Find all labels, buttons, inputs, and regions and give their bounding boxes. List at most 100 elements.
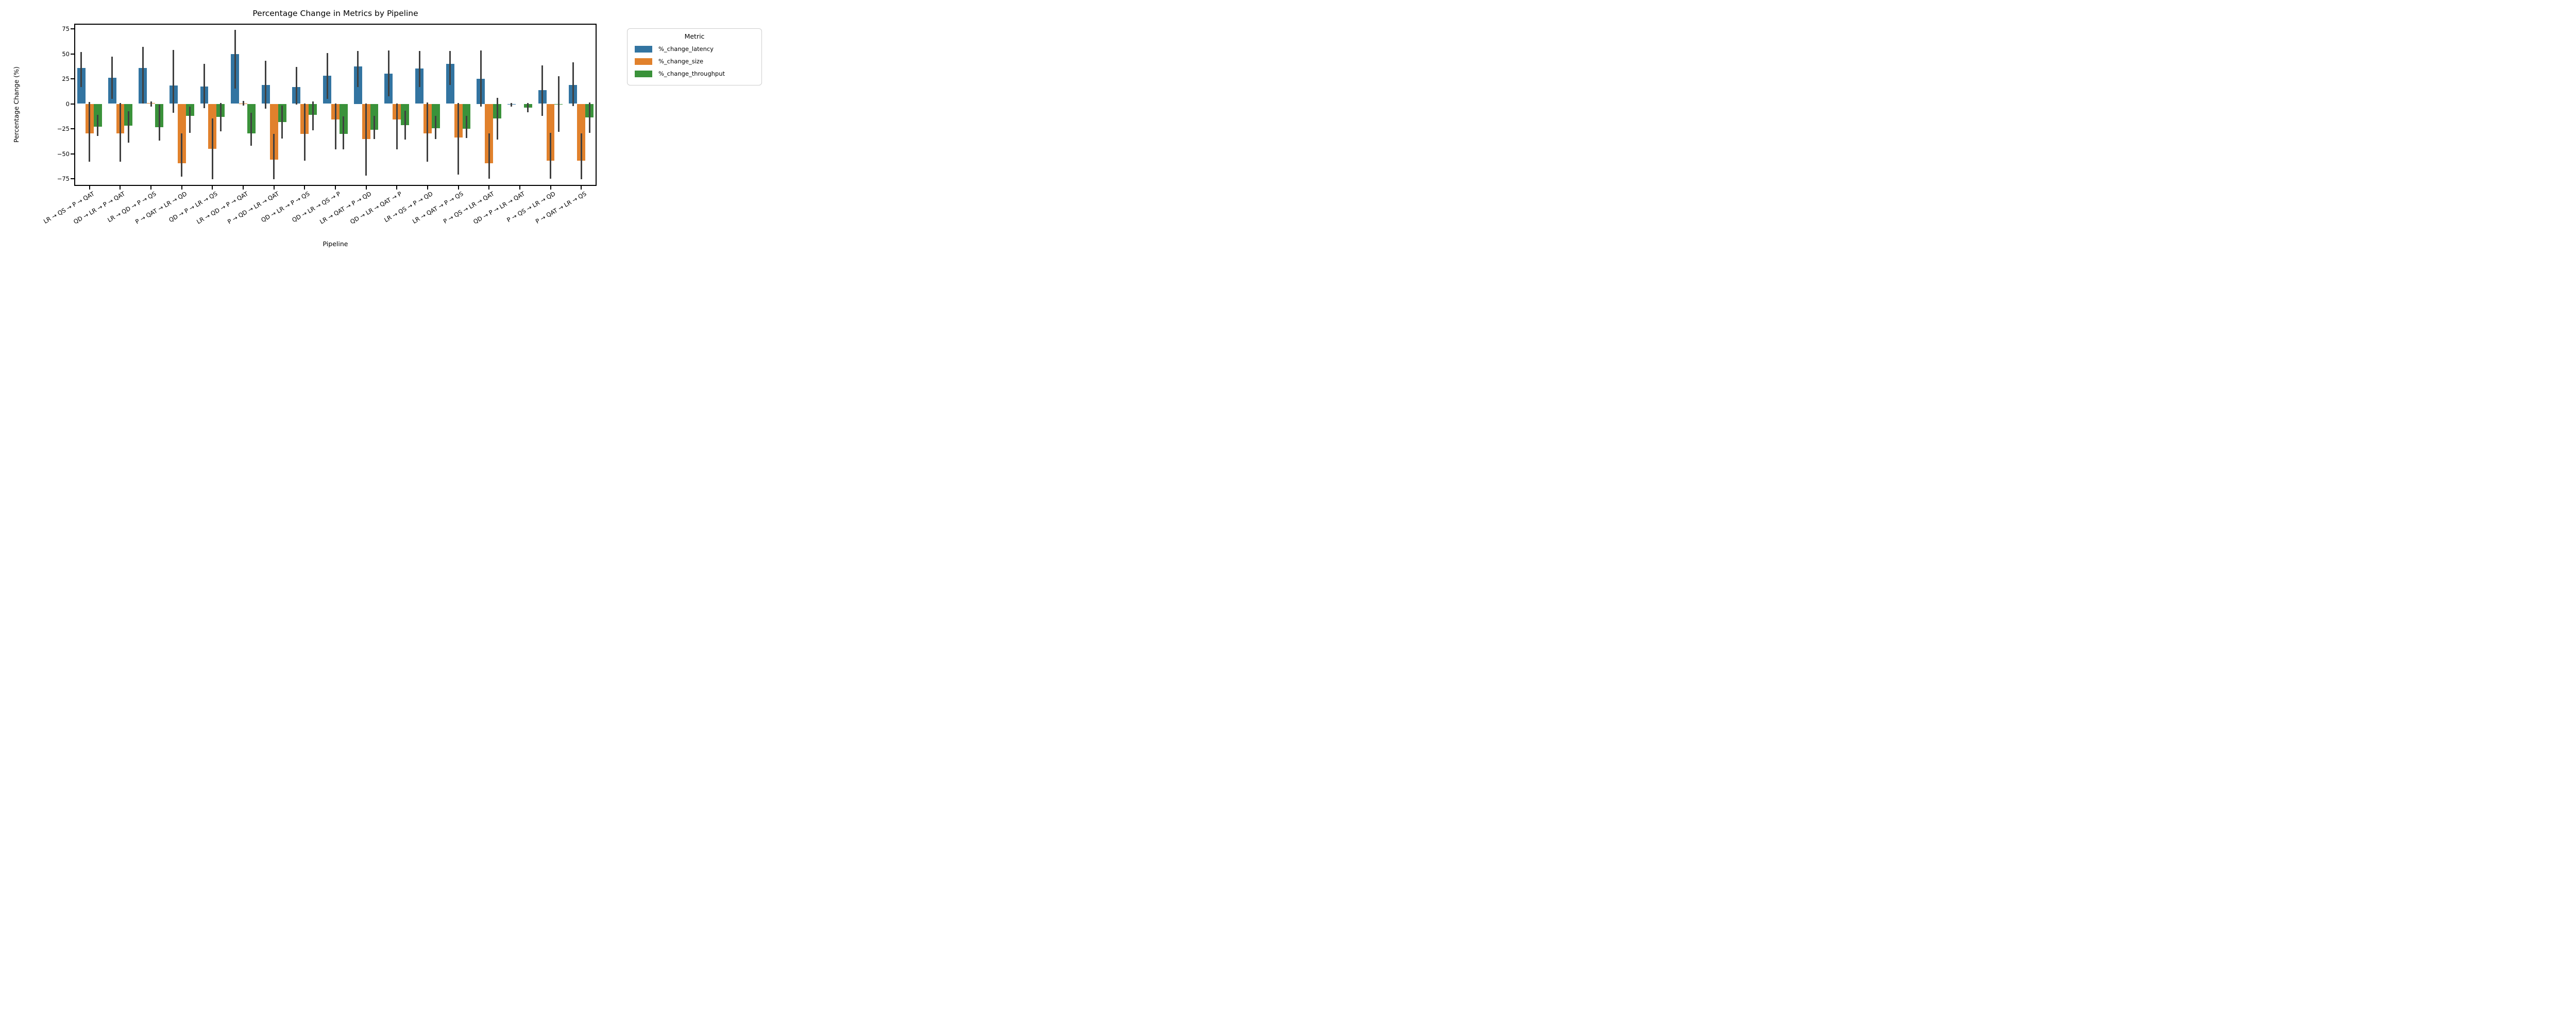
bar-%_change_size <box>546 104 555 161</box>
y-tick-label: −25 <box>57 125 70 132</box>
error-bar-%_change_size <box>273 133 275 179</box>
legend-swatch-%_change_latency <box>635 45 652 53</box>
legend-items: %_change_latency %_change_size %_change_th… <box>628 45 761 77</box>
error-bar-%_change_size <box>303 103 306 161</box>
error-bar-%_change_latency <box>234 29 236 89</box>
error-bar-%_change_latency <box>295 66 297 105</box>
error-bar-%_change_throughput <box>250 112 252 146</box>
legend-label: %_change_size <box>658 58 704 65</box>
x-tick-label: P → QAT → LR → QS <box>534 190 588 225</box>
x-tick-mark <box>457 186 459 190</box>
error-bar-%_change_throughput <box>158 105 160 141</box>
error-bar-%_change_latency <box>511 102 513 107</box>
error-bar-%_change_latency <box>173 49 175 113</box>
y-tick-label: 50 <box>62 50 70 58</box>
error-bar-%_change_throughput <box>374 115 376 140</box>
x-tick-mark <box>304 186 306 190</box>
y-tick-mark <box>71 53 74 55</box>
error-bar-%_change_size <box>550 132 552 179</box>
legend-label: %_change_latency <box>658 45 714 53</box>
error-bar-%_change_throughput <box>281 106 283 139</box>
error-bar-%_change_throughput <box>97 114 99 136</box>
x-tick-mark <box>550 186 551 190</box>
y-tick-mark <box>71 103 74 105</box>
error-bar-%_change_size <box>427 102 429 162</box>
x-tick-label: LR → QAT → P → QD <box>318 190 372 226</box>
x-tick-label: P → QAT → LR → QD <box>133 190 188 226</box>
x-tick-mark <box>365 186 367 190</box>
y-axis-label: Percentage Change (%) <box>12 66 20 143</box>
error-bar-%_change_size <box>365 103 367 176</box>
figure: Percentage Change in Metrics by Pipeline… <box>0 0 773 258</box>
error-bar-%_change_size <box>457 102 460 175</box>
error-bar-%_change_latency <box>204 63 205 109</box>
error-bar-%_change_size <box>89 101 91 162</box>
x-tick-mark <box>120 186 121 190</box>
error-bar-%_change_latency <box>326 53 328 99</box>
error-bar-%_change_latency <box>357 50 359 87</box>
legend-item: %_change_latency <box>635 45 755 53</box>
x-tick-label: QD → P → LR → QAT <box>471 190 526 226</box>
legend-title: Metric <box>684 32 705 40</box>
error-bar-%_change_size <box>181 133 183 177</box>
error-bar-%_change_throughput <box>189 107 191 133</box>
x-tick-label: QD → LR → QAT → P <box>349 190 403 226</box>
legend-label: %_change_throughput <box>658 70 725 77</box>
bar-%_change_size <box>269 104 278 160</box>
x-tick-mark <box>488 186 490 190</box>
x-tick-label: P → QS → LR → QAT <box>442 190 496 225</box>
error-bar-%_change_size <box>580 133 582 179</box>
legend-swatch-%_change_size <box>635 58 652 65</box>
y-tick-mark <box>71 28 74 29</box>
x-tick-mark <box>212 186 213 190</box>
error-bar-%_change_throughput <box>404 111 406 140</box>
chart-title: Percentage Change in Metrics by Pipeline <box>252 9 418 18</box>
error-bar-%_change_throughput <box>588 102 590 133</box>
error-bar-%_change_latency <box>142 46 144 104</box>
x-tick-label: LR → QD → P → QAT <box>195 190 250 226</box>
x-tick-mark <box>396 186 398 190</box>
error-bar-%_change_size <box>396 103 398 149</box>
error-bar-%_change_size <box>150 101 152 107</box>
error-bar-%_change_throughput <box>343 116 345 149</box>
x-tick-mark <box>581 186 582 190</box>
error-bar-%_change_throughput <box>465 115 467 139</box>
error-bar-%_change_throughput <box>496 97 498 140</box>
y-tick-mark <box>71 78 74 79</box>
error-bar-%_change_latency <box>111 57 113 99</box>
legend-swatch-%_change_throughput <box>635 70 652 77</box>
y-tick-label: 25 <box>62 75 70 82</box>
y-tick-mark <box>71 153 74 154</box>
legend: Metric %_change_latency %_change_size %_ch… <box>627 28 762 85</box>
x-tick-mark <box>89 186 90 190</box>
error-bar-%_change_size <box>242 100 244 106</box>
error-bar-%_change_throughput <box>127 111 129 143</box>
x-tick-mark <box>427 186 428 190</box>
x-tick-label: LR → QAT → P → QS <box>411 190 465 225</box>
error-bar-%_change_size <box>334 103 336 149</box>
x-tick-label: QD → LR → P → QAT <box>72 190 127 226</box>
error-bar-%_change_latency <box>572 62 574 107</box>
error-bar-%_change_latency <box>449 50 451 85</box>
error-bar-%_change_throughput <box>312 101 314 130</box>
error-bar-%_change_latency <box>265 61 267 109</box>
y-tick-mark <box>71 178 74 179</box>
error-bar-%_change_throughput <box>219 102 222 131</box>
x-tick-mark <box>181 186 182 190</box>
x-axis-label: Pipeline <box>323 240 348 248</box>
x-tick-mark <box>273 186 275 190</box>
y-tick-label: −75 <box>57 175 70 182</box>
error-bar-%_change_size <box>488 133 490 179</box>
error-bar-%_change_throughput <box>527 102 529 112</box>
error-bar-%_change_size <box>211 118 213 179</box>
y-tick-label: 75 <box>62 25 70 32</box>
y-tick-label: −50 <box>57 150 70 158</box>
error-bar-%_change_latency <box>80 52 82 87</box>
error-bar-%_change_latency <box>418 50 420 87</box>
x-tick-mark <box>335 186 336 190</box>
x-tick-mark <box>243 186 244 190</box>
error-bar-%_change_throughput <box>557 76 560 132</box>
error-bar-%_change_throughput <box>435 115 437 140</box>
x-tick-mark <box>150 186 152 190</box>
legend-item: %_change_throughput <box>635 70 755 77</box>
